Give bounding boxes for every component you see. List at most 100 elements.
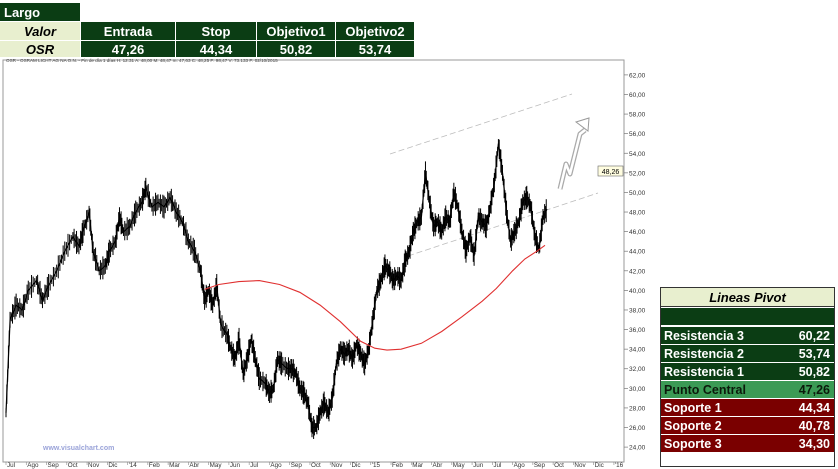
x-tick-label: Nov: [88, 462, 100, 469]
y-tick-label: 30,00: [629, 386, 646, 393]
watermark: www.visualchart.com: [42, 445, 114, 452]
pivot-row-value: 44,34: [798, 400, 830, 415]
pivot-row-resistencia-1: Resistencia 1 50,82: [661, 362, 834, 380]
pivot-row-resistencia-3: Resistencia 3 60,22: [661, 326, 834, 344]
x-tick-label: Ago: [27, 462, 39, 469]
value-entrada: 47,26: [81, 41, 175, 57]
x-tick-label: '14: [129, 462, 138, 469]
y-tick-label: 44,00: [629, 249, 646, 256]
x-tick-label: Jul: [250, 462, 258, 469]
y-tick-label: 34,00: [629, 347, 646, 354]
header-objetivo2: Objetivo2: [336, 22, 414, 40]
price-label: 48,26: [602, 169, 620, 176]
pivot-title: Lineas Pivot: [661, 288, 834, 307]
trend-channel: [389, 93, 599, 257]
pivot-row-label: Resistencia 2: [664, 346, 744, 361]
x-tick-label: Dic: [108, 462, 117, 469]
x-tick-label: Abr: [189, 462, 199, 469]
ticker-cell: OSR: [0, 41, 80, 57]
series-group: [5, 139, 548, 439]
moving-average-line: [204, 244, 546, 351]
header-stop: Stop: [176, 22, 256, 40]
x-tick-label: Mar: [412, 462, 423, 469]
x-tick-label: Ago: [270, 462, 282, 469]
x-axis: Jul Ago Sep Oct Nov Dic '14 Feb Mar Abr May Jun Jul A…: [3, 461, 624, 469]
x-tick-label: Ago: [514, 462, 526, 469]
pivot-row-resistencia-2: Resistencia 2 53,74: [661, 344, 834, 362]
value-stop: 44,34: [176, 41, 256, 57]
pivot-row-value: 47,26: [798, 382, 830, 397]
channel-upper-line: [389, 93, 573, 155]
y-tick-label: 28,00: [629, 405, 646, 412]
pivot-row-soporte-3: Soporte 3 34,30: [661, 434, 834, 452]
pivot-spacer: [661, 308, 834, 325]
pivot-row-soporte-1: Soporte 1 44,34: [661, 398, 834, 416]
forecast-arrow-line: [558, 129, 586, 190]
pivot-row-label: Resistencia 3: [664, 328, 744, 343]
pivot-row-value: 60,22: [798, 328, 830, 343]
x-tick-label: Sep: [48, 462, 60, 469]
channel-lower-line: [407, 192, 599, 257]
header-entrada: Entrada: [81, 22, 175, 40]
x-tick-label: Jul: [493, 462, 501, 469]
trade-table-row-header: Valor: [0, 22, 80, 40]
chart-info-text: OSR - OSRAM LICHT AG NA O.N. - Fin de dí…: [6, 58, 278, 63]
pivot-row-soporte-2: Soporte 2 40,78: [661, 416, 834, 434]
y-tick-label: 36,00: [629, 327, 646, 334]
pivot-row-label: Soporte 3: [664, 436, 722, 451]
x-tick-label: Oct: [68, 462, 78, 469]
x-tick-label: Dic: [351, 462, 360, 469]
y-tick-label: 48,00: [629, 210, 646, 217]
x-tick-label: Nov: [331, 462, 343, 469]
pivot-row-value: 53,74: [798, 346, 830, 361]
y-tick-label: 42,00: [629, 268, 646, 275]
x-tick-label: May: [210, 462, 223, 469]
forecast-arrow: [557, 117, 590, 190]
y-tick-label: 32,00: [629, 366, 646, 373]
x-tick-label: Sep: [534, 462, 546, 469]
forecast-arrow-head: [574, 117, 590, 132]
y-tick-label: 62,00: [629, 72, 646, 79]
header-objetivo1: Objetivo1: [257, 22, 335, 40]
y-tick-label: 40,00: [629, 288, 646, 295]
y-axis: 62,00 60,00 58,00 56,00 54,00 52,00 50,00 48,00…: [624, 72, 646, 452]
x-tick-label: '16: [615, 462, 624, 469]
x-tick-label: Nov: [574, 462, 586, 469]
x-tick-label: Jul: [7, 462, 15, 469]
value-objetivo2: 53,74: [336, 41, 414, 57]
x-tick-label: Oct: [554, 462, 564, 469]
pivot-row-label: Punto Central: [664, 382, 746, 397]
pivot-row-value: 40,78: [798, 418, 830, 433]
y-tick-label: 46,00: [629, 229, 646, 236]
y-tick-label: 56,00: [629, 131, 646, 138]
y-tick-label: 50,00: [629, 190, 646, 197]
price-label-box: 48,26: [597, 165, 624, 177]
y-tick-label: 38,00: [629, 307, 646, 314]
y-tick-label: 24,00: [629, 445, 646, 452]
x-tick-label: Feb: [392, 462, 403, 469]
pivot-row-label: Soporte 1: [664, 400, 722, 415]
x-tick-label: Abr: [433, 462, 443, 469]
y-tick-label: 52,00: [629, 170, 646, 177]
y-tick-label: 58,00: [629, 112, 646, 119]
y-tick-label: 60,00: [629, 92, 646, 99]
pivot-row-punto-central: Punto Central 47,26: [661, 380, 834, 398]
x-tick-label: Oct: [311, 462, 321, 469]
x-tick-label: Sep: [291, 462, 303, 469]
trade-table-title: Largo: [0, 3, 80, 21]
x-tick-label: Jun: [230, 462, 241, 469]
pivot-row-value: 34,30: [798, 436, 830, 451]
pivot-row-label: Soporte 2: [664, 418, 722, 433]
x-tick-label: Feb: [149, 462, 160, 469]
x-tick-label: May: [453, 462, 466, 469]
x-tick-label: Mar: [169, 462, 180, 469]
pivot-row-value: 50,82: [798, 364, 830, 379]
x-tick-label: '15: [372, 462, 381, 469]
pivot-row-label: Resistencia 1: [664, 364, 744, 379]
y-tick-label: 54,00: [629, 151, 646, 158]
y-tick-label: 26,00: [629, 425, 646, 432]
value-objetivo1: 50,82: [257, 41, 335, 57]
x-tick-label: Dic: [595, 462, 604, 469]
x-tick-label: Jun: [473, 462, 484, 469]
